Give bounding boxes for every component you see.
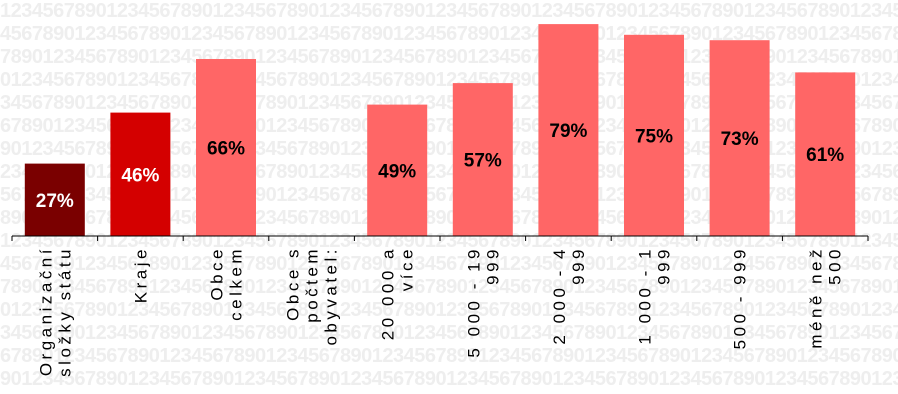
- tick-label-line: 500: [826, 246, 845, 285]
- tick-label-line: 999: [569, 246, 588, 285]
- bar: [709, 40, 770, 237]
- bar: [367, 104, 428, 236]
- tick-label-line: obyvatel:: [322, 246, 341, 346]
- data-label: 73%: [721, 129, 759, 150]
- tick-label: Organizačnísložky státu: [36, 246, 74, 377]
- tick-label: 500 - 999: [731, 246, 750, 349]
- data-label: 75%: [635, 126, 673, 147]
- data-label: 27%: [36, 191, 74, 212]
- data-label: 49%: [378, 161, 416, 182]
- bar: [196, 59, 256, 236]
- bar: [624, 34, 684, 236]
- tick-label-line: 2 000 - 4: [550, 246, 569, 345]
- tick-label-line: Kraje: [131, 246, 150, 303]
- tick-label: 2 000 - 4999: [550, 246, 588, 345]
- tick-label-line: 20 000 a: [379, 246, 398, 340]
- bar: [795, 72, 856, 237]
- tick-label-line: počtem: [303, 246, 322, 323]
- tick-label: 1 000 - 1999: [636, 246, 674, 345]
- tick-label-line: 999: [483, 246, 502, 285]
- tick-label: 5 000 - 19999: [464, 246, 502, 358]
- tick-label-line: 1 000 - 1: [636, 246, 655, 345]
- tick-label-line: 999: [655, 246, 674, 285]
- data-label: 46%: [121, 165, 159, 186]
- data-label: 61%: [806, 145, 844, 166]
- tick-label-line: Organizační: [36, 246, 55, 376]
- tick-label-line: 5 000 - 19: [464, 246, 483, 358]
- data-label: 57%: [464, 151, 502, 172]
- tick-label-line: složky státu: [55, 246, 74, 377]
- bar: [110, 112, 171, 236]
- tick-label: Kraje: [131, 246, 150, 303]
- tick-label-line: Obce s: [284, 246, 303, 321]
- tick-label: 20 000 avíce: [379, 246, 417, 340]
- tick-label: Obcecelkem: [208, 246, 246, 321]
- tick-label-line: více: [398, 246, 417, 291]
- tick-label: méně než500: [807, 246, 845, 349]
- tick-label-line: méně než: [807, 246, 826, 349]
- bar: [538, 24, 599, 236]
- bar: [24, 163, 85, 236]
- data-label: 66%: [207, 139, 245, 160]
- bar: [452, 83, 513, 236]
- tick-label: Obce spočtemobyvatel:: [284, 246, 341, 346]
- tick-label-line: celkem: [227, 246, 246, 321]
- data-label: 79%: [549, 121, 587, 142]
- tick-label-line: Obce: [208, 246, 227, 301]
- tick-label-line: 500 - 999: [731, 246, 750, 349]
